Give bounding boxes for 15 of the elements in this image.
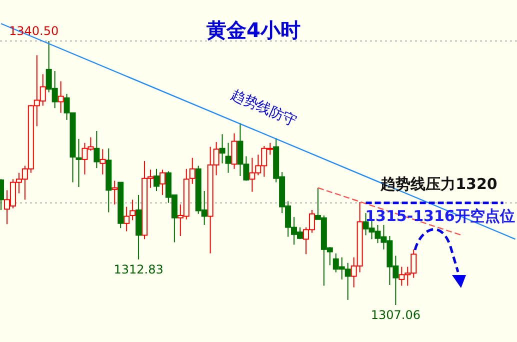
annotation: 趋势线防守: [228, 86, 299, 130]
annotation: 1307.06: [370, 308, 420, 322]
candlestick: [159, 169, 166, 196]
candlestick: [130, 199, 136, 221]
candlestick: [112, 180, 118, 205]
annotation: 1312.83: [114, 262, 164, 276]
candlestick: [124, 206, 130, 232]
candlestick: [58, 80, 64, 114]
candlestick: [153, 168, 160, 192]
candlestick: [100, 148, 106, 175]
candlestick: [94, 130, 100, 169]
candlestick: [231, 132, 238, 170]
candlestick: [225, 142, 232, 174]
candlestick: [219, 134, 226, 164]
chart-title: 黄金4小时: [206, 18, 300, 42]
